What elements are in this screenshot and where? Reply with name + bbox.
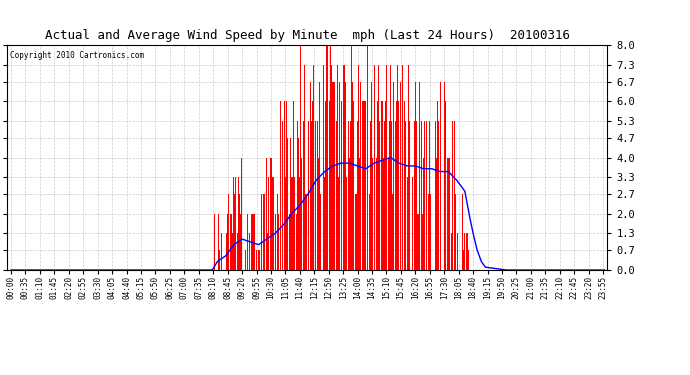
Text: Copyright 2010 Cartronics.com: Copyright 2010 Cartronics.com	[10, 51, 144, 60]
Title: Actual and Average Wind Speed by Minute  mph (Last 24 Hours)  20100316: Actual and Average Wind Speed by Minute …	[45, 30, 569, 42]
